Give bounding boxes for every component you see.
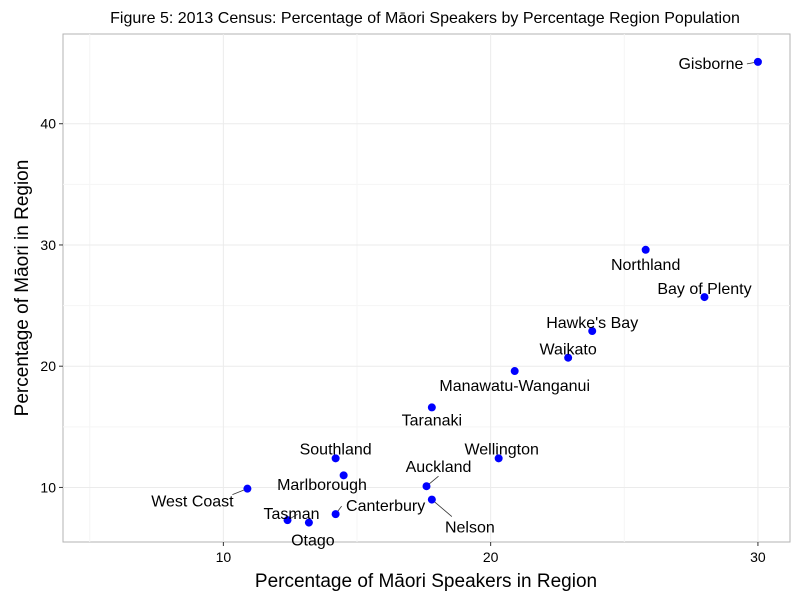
- y-tick-label: 40: [40, 116, 56, 132]
- plot-panel: [62, 33, 791, 543]
- point-layer: [243, 57, 762, 527]
- scatter-point: [510, 367, 519, 376]
- point-label: Tasman: [263, 506, 319, 523]
- y-axis-title: Percentage of Māori in Region: [12, 160, 33, 417]
- point-label: Canterbury: [346, 498, 425, 515]
- scatter-point: [588, 327, 597, 336]
- point-label: Taranaki: [402, 412, 462, 429]
- y-tick-label: 20: [40, 358, 56, 374]
- x-axis-title: Percentage of Māori Speakers in Region: [255, 571, 597, 592]
- point-label-layer: Gisborne Northland Bay of Plenty Hawke's Ba…: [151, 56, 751, 550]
- tick-layer: 10 20 30 10 20 30 40: [40, 116, 766, 565]
- chart-title: Figure 5: 2013 Census: Percentage of Māo…: [110, 10, 740, 27]
- point-label: Nelson: [445, 520, 495, 537]
- scatter-point: [339, 471, 348, 480]
- point-label: Gisborne: [678, 56, 743, 73]
- scatter-point: [331, 510, 340, 519]
- point-label: Southland: [300, 441, 372, 458]
- scatter-point: [753, 57, 762, 66]
- point-label: Marlborough: [277, 477, 367, 494]
- scatter-point: [641, 245, 650, 254]
- x-tick-label: 10: [216, 549, 232, 565]
- scatter-point: [700, 293, 709, 302]
- point-label: West Coast: [151, 494, 234, 511]
- point-label: Northland: [611, 257, 680, 274]
- point-label: Manawatu-Wanganui: [439, 378, 590, 395]
- x-tick-label: 20: [483, 549, 499, 565]
- point-label: Wellington: [464, 441, 538, 458]
- scatter-point: [494, 454, 503, 463]
- scatter-point: [564, 353, 573, 362]
- point-label: Auckland: [406, 459, 472, 476]
- scatter-point: [243, 484, 252, 493]
- scatter-point: [283, 516, 292, 525]
- scatter-point: [427, 403, 436, 412]
- point-label: Hawke's Bay: [546, 315, 638, 332]
- scatter-point: [304, 518, 313, 527]
- x-tick-label: 30: [750, 549, 766, 565]
- point-label: Bay of Plenty: [657, 281, 751, 298]
- point-label: Waikato: [540, 342, 597, 359]
- scatter-point: [331, 454, 340, 463]
- y-tick-label: 30: [40, 237, 56, 253]
- label-connector: [431, 499, 453, 517]
- point-label: Otago: [291, 533, 335, 550]
- scatter-point: [427, 495, 436, 504]
- scatter-point: [422, 482, 431, 491]
- y-tick-label: 10: [40, 479, 56, 495]
